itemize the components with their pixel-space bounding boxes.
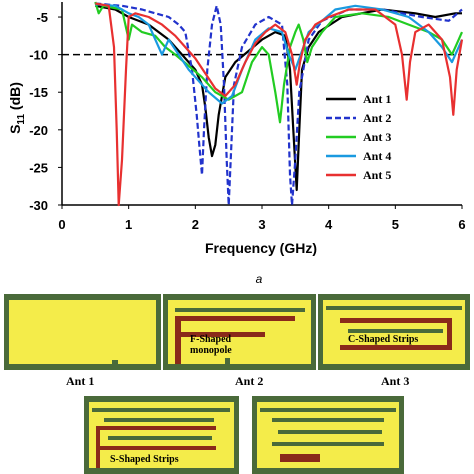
ant5-feed-strip [280, 454, 320, 462]
ant5-strip-2 [272, 418, 384, 422]
ant3-c-strip-bottom [340, 345, 452, 350]
ant1-ground-plane [9, 300, 156, 364]
series-line-ant-2 [95, 2, 463, 207]
ant3-callout: C-Shaped Strips [348, 334, 419, 345]
x-tick-label: 3 [258, 217, 265, 232]
legend-label: Ant 3 [363, 130, 391, 144]
x-tick-label: 4 [325, 217, 333, 232]
ant3-photo: C-Shaped Strips [318, 294, 470, 370]
ant4-photo: S-Shaped Strips [84, 396, 239, 474]
ant1-photo [4, 294, 161, 370]
ant5-strip-3 [278, 430, 382, 434]
ant2-f-arm-top [175, 316, 295, 321]
ant5-photo [252, 396, 404, 474]
x-tick-label: 5 [392, 217, 399, 232]
ant4-strip-3 [108, 436, 212, 440]
x-tick-label: 0 [58, 217, 65, 232]
ant2-top-strip [175, 308, 305, 312]
x-tick-label: 6 [458, 217, 465, 232]
s11-chart: 0 1 2 3 4 5 6 -5 -10 -15 -20 -25 -30 Ant 1 Ant 2 Ant 3… [7, 1, 466, 286]
ant5-strip-1 [260, 408, 396, 412]
ant3-top-strip [326, 306, 462, 310]
y-tick-label: -25 [29, 160, 48, 175]
series-line-ant-4 [95, 3, 464, 105]
ant2-caption: Ant 2 [235, 374, 264, 388]
ant3-c-strip-outer [340, 318, 452, 323]
ant2-f-arm-mid [175, 332, 265, 337]
y-tick-label: -10 [29, 48, 48, 63]
ant3-inner-strip [348, 329, 443, 333]
ant4-s-strip-2 [96, 446, 216, 450]
ant2-callout: F-Shaped monopole [190, 334, 232, 356]
ant4-s-strip-1 [96, 426, 216, 430]
ant2-feed-gap [225, 358, 230, 370]
ant3-caption: Ant 3 [381, 374, 410, 388]
x-axis-label: Frequency (GHz) [205, 240, 317, 256]
ant1-feed-gap [112, 360, 118, 370]
series-line-ant-3 [94, 1, 464, 124]
y-axis-label: S11 (dB) [7, 82, 27, 134]
ant2-photo: F-Shaped monopole [163, 294, 316, 370]
y-tick-label: -15 [29, 85, 48, 100]
x-tick-label: 1 [125, 217, 132, 232]
y-tick-label: -5 [36, 10, 48, 25]
legend-label: Ant 2 [363, 111, 391, 125]
ant4-s-stem [96, 426, 100, 468]
x-tick-label: 2 [192, 217, 199, 232]
series-line-ant-5 [95, 2, 464, 207]
y-tick-label: -20 [29, 123, 48, 138]
ant4-strip-1 [92, 408, 230, 412]
ant4-callout: S-Shaped Strips [110, 454, 179, 465]
y-tick-label: -30 [29, 198, 48, 213]
ant4-strip-2 [104, 418, 214, 422]
ant2-f-stem [175, 316, 181, 364]
ant1-caption: Ant 1 [66, 374, 95, 388]
panel-letter: a [256, 272, 263, 286]
legend-label: Ant 5 [363, 168, 391, 182]
ant5-strip-4 [272, 442, 384, 446]
legend-label: Ant 4 [363, 149, 391, 163]
legend-label: Ant 1 [363, 92, 391, 106]
ant3-c-strip-right [447, 318, 452, 350]
